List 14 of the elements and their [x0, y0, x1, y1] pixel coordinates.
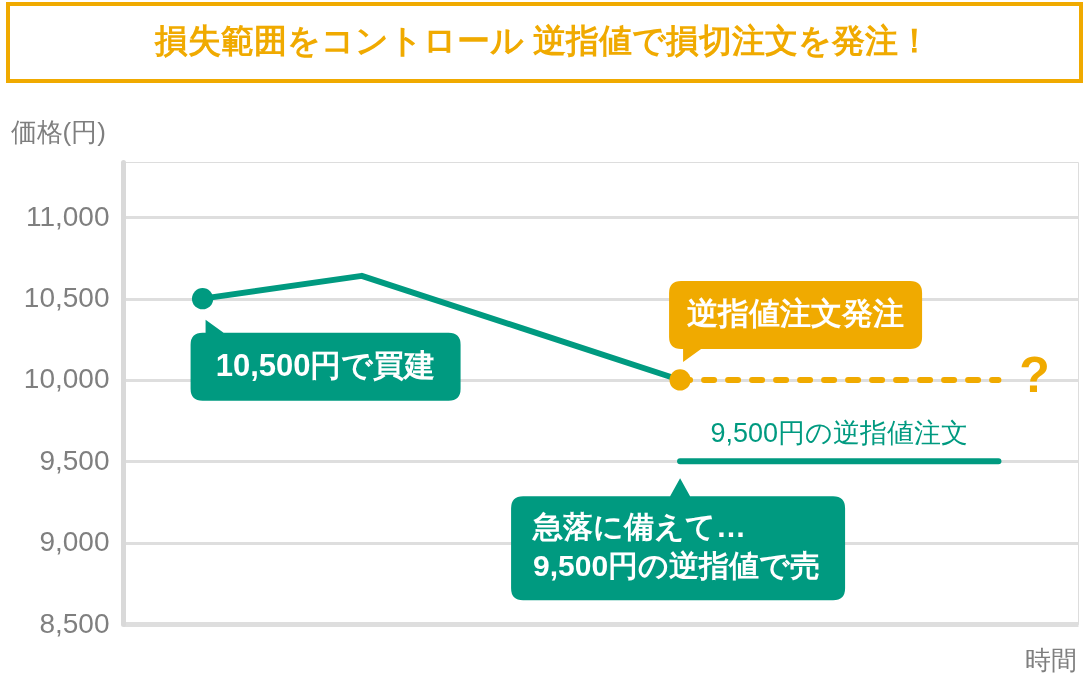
y-tick-label: 10,500	[23, 282, 110, 314]
annotation: ?	[1019, 346, 1050, 403]
series-label: 9,500円の逆指値注文	[710, 418, 969, 449]
y-tick-label: 11,000	[25, 200, 110, 232]
annotation: 逆指値注文発注	[686, 295, 904, 331]
y-tick-label: 9,500	[39, 444, 110, 476]
annotation: 10,500円で買建	[215, 347, 436, 383]
x-axis-title: 時間	[1024, 644, 1077, 675]
y-axis-title: 価格(円)	[10, 116, 106, 147]
y-tick-label: 8,500	[39, 607, 110, 639]
chart-title: 損失範囲をコントロール 逆指値で損切注文を発注！	[153, 22, 932, 59]
annotation: 急落に備えて… 9,500円の逆指値で売	[532, 510, 821, 583]
y-tick-label: 10,000	[23, 363, 110, 395]
y-tick-label: 9,000	[39, 526, 110, 558]
